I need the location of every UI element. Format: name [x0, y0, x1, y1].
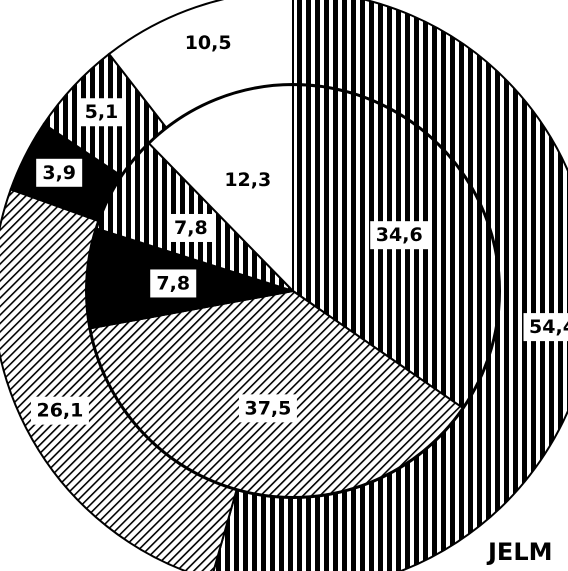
outer-label-2: 26,1 — [36, 400, 83, 422]
inner-label-bg-2 — [238, 394, 297, 423]
inner-label-bg-1 — [370, 221, 429, 250]
outer-label-bg-2 — [30, 396, 89, 425]
inner-label-1: 34,6 — [376, 224, 423, 246]
outer-label-1: 54,4 — [529, 316, 568, 338]
legend-text: JELM — [486, 538, 553, 566]
inner-label-5: 12,3 — [224, 169, 271, 191]
outer-label-bg-1 — [523, 313, 568, 342]
inner-label-bg-3 — [150, 269, 197, 298]
outer-label-5: 10,5 — [185, 32, 232, 54]
inner-slice-5 — [147, 83, 294, 294]
inner-slice-2 — [89, 289, 465, 498]
inner-label-bg-4 — [167, 213, 214, 242]
outer-label-bg-3 — [36, 158, 83, 187]
inner-label-2: 37,5 — [244, 397, 291, 419]
data-labels: 54,4 26,1 3,9 5,1 10,5 34,6 37,5 7,8 7,8 12,3 — [30, 32, 568, 425]
outer-label-3: 3,9 — [42, 162, 76, 184]
outer-label-bg-4 — [78, 98, 125, 127]
inner-label-4: 7,8 — [174, 217, 208, 239]
inner-label-3: 7,8 — [156, 272, 190, 294]
inner-ring — [86, 83, 500, 498]
outer-label-4: 5,1 — [85, 101, 119, 123]
